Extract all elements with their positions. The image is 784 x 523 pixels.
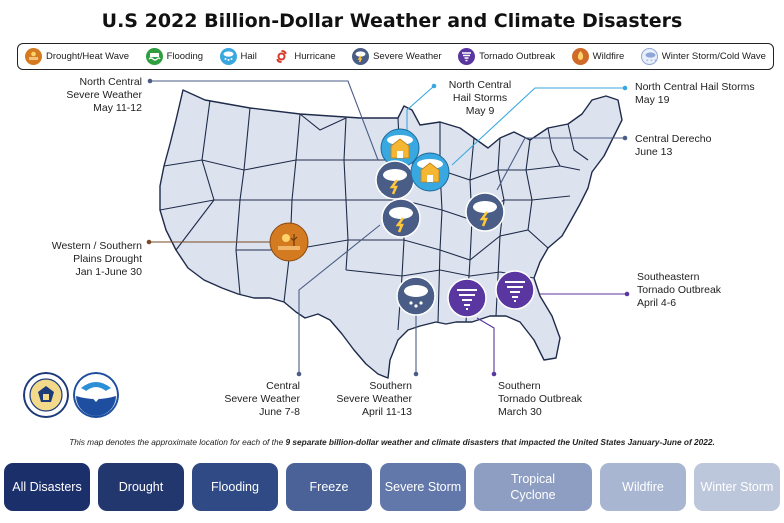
filter-winter-storm[interactable]: Winter Storm [694, 463, 780, 511]
filter-drought[interactable]: Drought [98, 463, 184, 511]
commerce-seal-icon [23, 372, 69, 418]
legend-item-tornado: Tornado Outbreak [458, 48, 555, 65]
filter-flooding[interactable]: Flooding [192, 463, 278, 511]
label-southern-tornado: Southern Tornado Outbreak March 30 [498, 380, 583, 418]
filter-severe-storm[interactable]: Severe Storm [380, 463, 466, 511]
filter-all-disasters[interactable]: All Disasters [4, 463, 90, 511]
wildfire-icon [571, 48, 589, 65]
svg-text:* * *: * * * [646, 59, 657, 65]
hurricane-icon [273, 48, 291, 65]
map-note: This map denotes the approximate locatio… [69, 437, 715, 447]
legend-item-wildfire: Wildfire [571, 48, 625, 65]
legend-label: Flooding [166, 51, 204, 62]
drought-icon [25, 48, 42, 65]
severe-weather-icon [352, 48, 370, 65]
label-north-central-hail-may9: North Central Hail Storms May 9 [448, 79, 512, 117]
legend-item-severe-weather: Severe Weather [352, 48, 442, 65]
filter-bar: All Disasters Drought Flooding Freeze Se… [4, 463, 780, 511]
hail-icon [219, 48, 237, 65]
label-north-central-severe: North Central Severe Weather May 11-12 [66, 76, 142, 114]
marker-severe-may11 [375, 160, 415, 200]
legend-label: Tornado Outbreak [479, 51, 556, 62]
legend-label: Severe Weather [373, 51, 442, 62]
page-title: U.S 2022 Billion-Dollar Weather and Clim… [101, 10, 683, 32]
label-plains-drought: Western / Southern Plains Drought Jan 1-Ju… [51, 240, 142, 278]
legend-label: Hurricane [294, 51, 336, 62]
noaa-logo-icon [73, 372, 119, 418]
marker-drought [269, 222, 309, 262]
label-central-severe: Central Severe Weather June 7-8 [224, 380, 300, 418]
legend-label: Wildfire [592, 51, 625, 62]
legend: Drought/Heat Wave Flooding Hail Hurrican… [17, 43, 774, 70]
legend-item-winter-storm: * * * Winter Storm/Cold Wave [640, 48, 766, 65]
filter-freeze[interactable]: Freeze [286, 463, 372, 511]
connector-lines [146, 78, 630, 377]
legend-label: Winter Storm/Cold Wave [661, 51, 766, 62]
filter-tropical-cyclone[interactable]: Tropical Cyclone [474, 463, 592, 511]
marker-southern-severe [396, 276, 436, 316]
flooding-icon [145, 48, 163, 65]
marker-central-derecho [465, 192, 505, 232]
marker-central-severe [381, 198, 421, 238]
legend-label: Hail [240, 51, 257, 62]
legend-item-hail: Hail [219, 48, 257, 65]
marker-southeastern-tornado [495, 270, 535, 310]
marker-southern-tornado [447, 278, 487, 318]
label-north-central-hail-may19: North Central Hail Storms May 19 [635, 81, 755, 106]
marker-hail-may19 [410, 152, 450, 192]
legend-label: Drought/Heat Wave [46, 51, 130, 62]
label-southern-severe: Southern Severe Weather April 11-13 [336, 380, 412, 418]
tornado-icon [458, 48, 476, 65]
winter-storm-icon: * * * [640, 48, 658, 65]
label-central-derecho: Central Derecho June 13 [635, 133, 712, 158]
legend-item-hurricane: Hurricane [273, 48, 336, 65]
filter-wildfire[interactable]: Wildfire [600, 463, 686, 511]
legend-item-flooding: Flooding [145, 48, 204, 65]
label-southeastern-tornado: Southeastern Tornado Outbreak April 4-6 [637, 271, 722, 309]
legend-item-drought: Drought/Heat Wave [25, 48, 129, 65]
marker-hail-may9 [380, 128, 420, 168]
